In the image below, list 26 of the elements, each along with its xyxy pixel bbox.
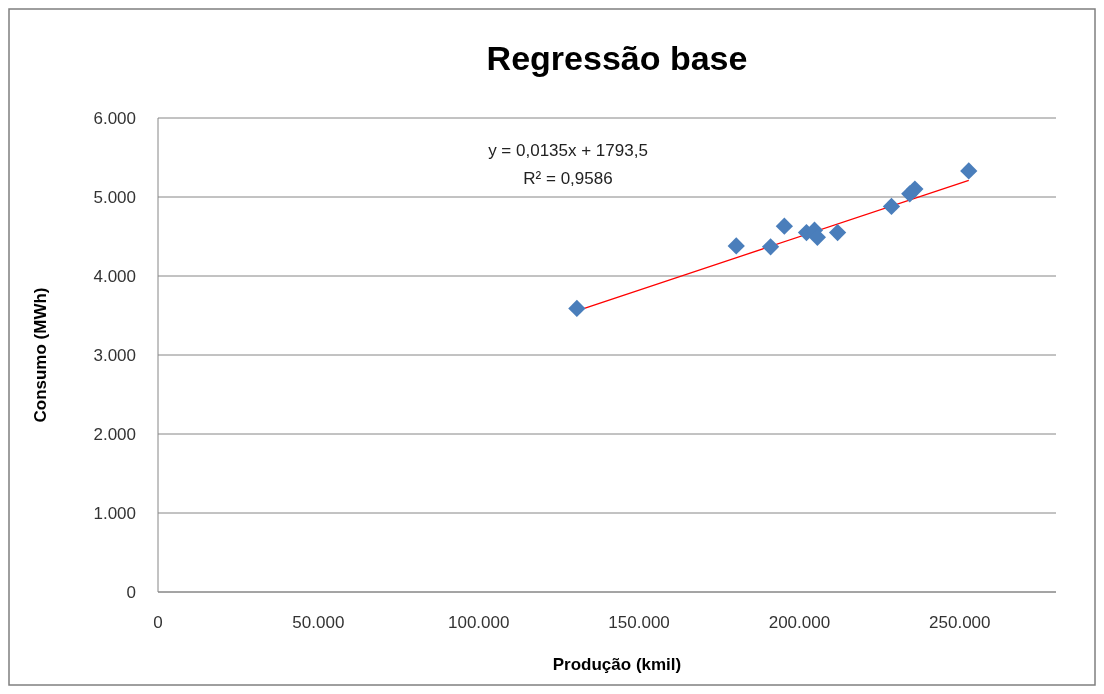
- y-tick-label: 1.000: [93, 504, 136, 523]
- point: [727, 237, 745, 255]
- x-tick-label: 50.000: [292, 613, 345, 632]
- y-tick-label: 3.000: [93, 346, 136, 365]
- y-tick-label: 5.000: [93, 188, 136, 207]
- y-tick-label: 2.000: [93, 425, 136, 444]
- x-tick-label: 200.000: [768, 613, 831, 632]
- point: [775, 217, 793, 235]
- annotation: R² = 0,9586: [523, 169, 613, 188]
- x-tick-label: 0: [153, 613, 163, 632]
- y-tick-label: 0: [126, 583, 136, 602]
- x-axis-title: Produção (kmil): [552, 655, 682, 674]
- point: [882, 197, 901, 216]
- x-tick-label: 150.000: [608, 613, 670, 632]
- point: [828, 223, 847, 242]
- chart-title: Regressão base: [486, 39, 748, 77]
- y-tick-label: 4.000: [93, 267, 136, 286]
- point: [568, 299, 586, 318]
- point: [761, 238, 780, 256]
- y-tick-label: 6.000: [93, 109, 136, 128]
- x-tick-label: 250.000: [929, 613, 991, 632]
- point: [960, 162, 978, 180]
- x-tick-label: 100.000: [447, 613, 510, 632]
- annotation: y = 0,0135x + 1793,5: [488, 141, 648, 160]
- y-axis-title: Consumo (MWh): [31, 287, 50, 423]
- point: [906, 180, 924, 198]
